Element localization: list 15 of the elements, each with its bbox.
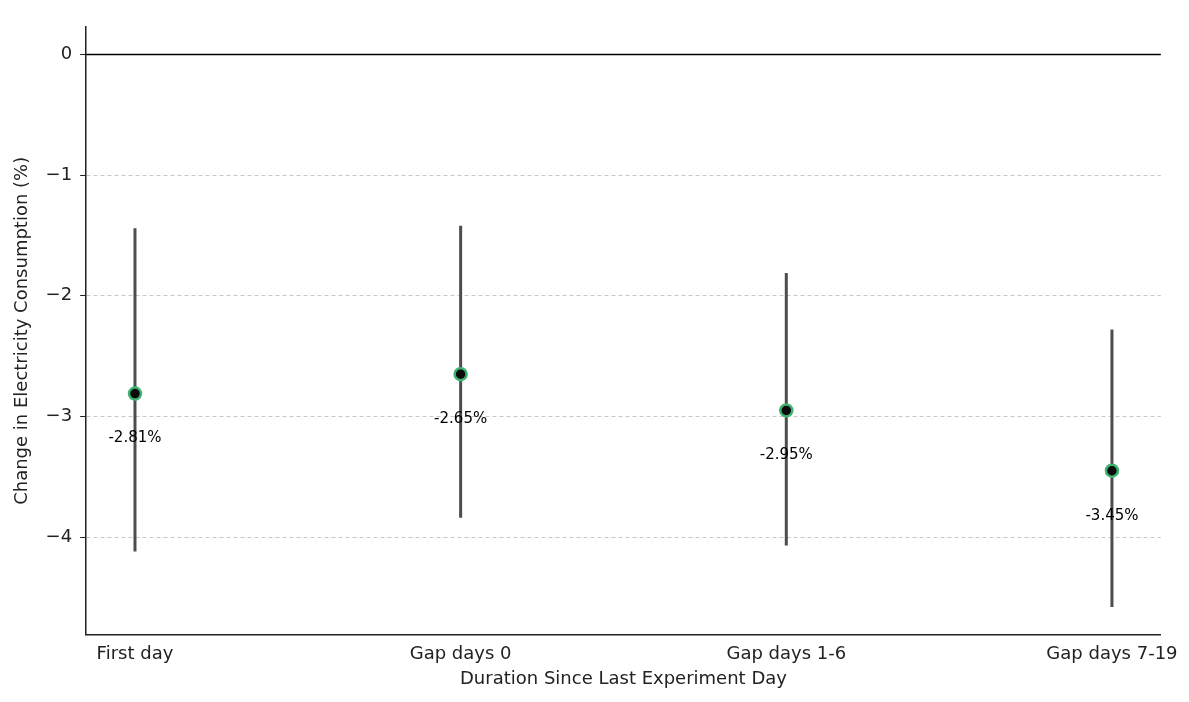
y-axis-title: Change in Electricity Consumption (%) <box>10 156 32 505</box>
point <box>779 403 794 418</box>
point <box>127 386 143 401</box>
point <box>453 366 468 382</box>
y-tick-label: 0 <box>60 42 73 64</box>
x-tick-label: Gap days 1-6 <box>726 642 847 664</box>
y-tick-label: −2 <box>45 283 73 305</box>
point <box>1104 463 1120 478</box>
x-tick-label: Gap days 0 <box>409 642 512 664</box>
x-tick-label: Gap days 7-19 <box>1046 642 1178 664</box>
y-tick-label: −1 <box>45 162 73 184</box>
y-tick-label: −4 <box>45 524 73 546</box>
x-tick-label: First day <box>96 642 174 664</box>
x-axis-title: Duration Since Last Experiment Day <box>460 666 788 688</box>
y-tick-label: −3 <box>45 404 73 426</box>
